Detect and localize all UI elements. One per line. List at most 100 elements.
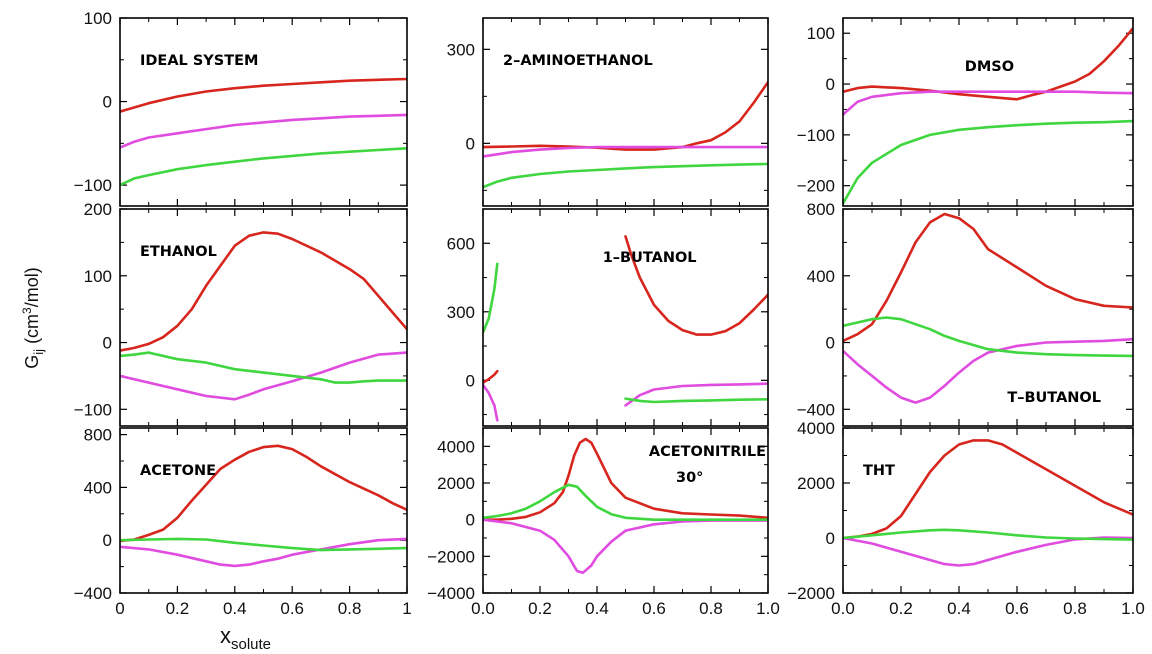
x-tick-label: 0.2 [889,599,913,618]
series-line-green [120,147,407,187]
panel-title: ETHANOL [140,244,217,260]
series-line-magenta [120,537,407,568]
x-axis-label: xsolute [220,623,271,653]
y-tick-label: −100 [74,176,112,195]
x-tick-label: 0.8 [699,599,723,618]
y-tick-label: −100 [797,126,835,145]
y-tick-label: −400 [74,584,112,603]
x-tick-label: 0.8 [1063,599,1087,618]
x-tick-label: 0.6 [642,599,666,618]
series-line-green [483,162,768,189]
panel-title: 2–AMINOETHANOL [503,53,653,69]
y-tick-label: 0 [103,531,112,550]
x-tick-label: 1.0 [1121,599,1145,618]
x-tick-label: 0 [115,599,124,618]
series-line-green [120,351,407,384]
y-tick-label: 400 [807,267,835,286]
series-line-red [843,212,1133,343]
x-tick-label: 0.2 [528,599,552,618]
y-tick-label: 4000 [797,419,835,438]
y-tick-label: 0 [826,334,835,353]
y-tick-label: 0 [466,371,475,390]
panel-4: −100 0 100 200 ETHANOL [74,200,408,427]
series-line-green [843,316,1133,358]
x-tick-label: 0.4 [585,599,609,618]
y-axis-label-sup: 3 [20,307,34,314]
panel-frame [119,208,408,427]
y-tick-label: 300 [447,303,475,322]
panel-8: −4000 −2000 0 2000 4000 0.0 0.2 0.4 0.6 0.8 1.0 ACE… [427,427,780,618]
series-line-green [483,262,499,334]
series-line-magenta [483,145,768,158]
panel-frame [842,17,1134,207]
y-tick-label: 2000 [797,474,835,493]
y-tick-label: 600 [447,234,475,253]
y-tick-label: −100 [74,400,112,419]
panel-title: ACETONE [140,463,216,479]
y-tick-label: 800 [807,200,835,219]
panel-frame [482,208,769,427]
series-line-green [624,397,768,404]
y-tick-label: 0 [826,529,835,548]
series-line-red [843,439,1133,540]
y-tick-label: −400 [797,400,835,419]
y-tick-label: −2000 [427,547,475,566]
x-axis-label-main: x [220,623,231,648]
panel-frame [119,427,408,594]
panel-title-line: THT [863,463,895,479]
x-tick-label: 0.6 [280,599,304,618]
series-line-red [483,437,768,521]
series-line-red [483,80,768,151]
y-tick-label: 0 [103,334,112,353]
x-tick-label: 0.0 [471,599,495,618]
series-line-green [120,537,407,552]
y-tick-label: 0 [826,75,835,94]
x-axis-label-sub: solute [231,636,271,653]
series-line-red [120,231,407,352]
panel-title: IDEAL SYSTEM [140,53,258,69]
panel-frame [842,427,1134,594]
panel-title: 1–BUTANOL [603,250,697,266]
series-line-magenta [843,536,1133,567]
panel-title-line: ETHANOL [140,244,217,260]
series-line-green [483,483,768,521]
panel-1: −100 0 100 IDEAL SYSTEM [74,9,408,207]
y-tick-label: 100 [84,9,112,28]
panel-frame [482,17,769,207]
series-line-red [120,444,407,543]
y-axis-label-unit-end: /mol) [22,267,42,307]
series-line-red [843,26,1133,101]
y-tick-label: 100 [807,24,835,43]
panel-title-line: ACETONE [140,463,216,479]
y-tick-label: 0 [466,511,475,530]
panel-title-line: IDEAL SYSTEM [140,53,258,69]
y-tick-label: −200 [797,177,835,196]
y-tick-label: 100 [84,267,112,286]
x-tick-label: 0.0 [831,599,855,618]
panel-title-line: 2–AMINOETHANOL [503,53,653,69]
panel-title-line: 1–BUTANOL [603,250,697,266]
panel-title: ACETONITRILE 30° [649,444,766,486]
y-tick-label: 0 [103,93,112,112]
y-axis-label-sub: ij [31,349,46,355]
series-line-magenta [843,90,1133,116]
y-axis-label: Gij (cm3/mol) [20,267,46,368]
x-tick-label: 0.4 [947,599,971,618]
x-tick-label: 0.6 [1005,599,1029,618]
panel-frame [842,208,1134,427]
panel-3: −200 −100 0 100 DMSO [797,17,1134,207]
panel-title: T–BUTANOL [1007,390,1101,406]
series-line-magenta [483,518,768,575]
y-tick-label: 200 [84,200,112,219]
x-tick-label: 0.8 [338,599,362,618]
y-tick-label: 2000 [437,474,475,493]
panel-5: 0 300 600 1–BUTANOL [447,208,769,427]
series-line-red [483,369,499,384]
y-tick-label: −2000 [787,584,835,603]
panel-title-line: ACETONITRILE [649,444,766,460]
series-line-red [120,77,407,113]
panel-title: DMSO [965,59,1014,75]
y-tick-label: 300 [447,40,475,59]
